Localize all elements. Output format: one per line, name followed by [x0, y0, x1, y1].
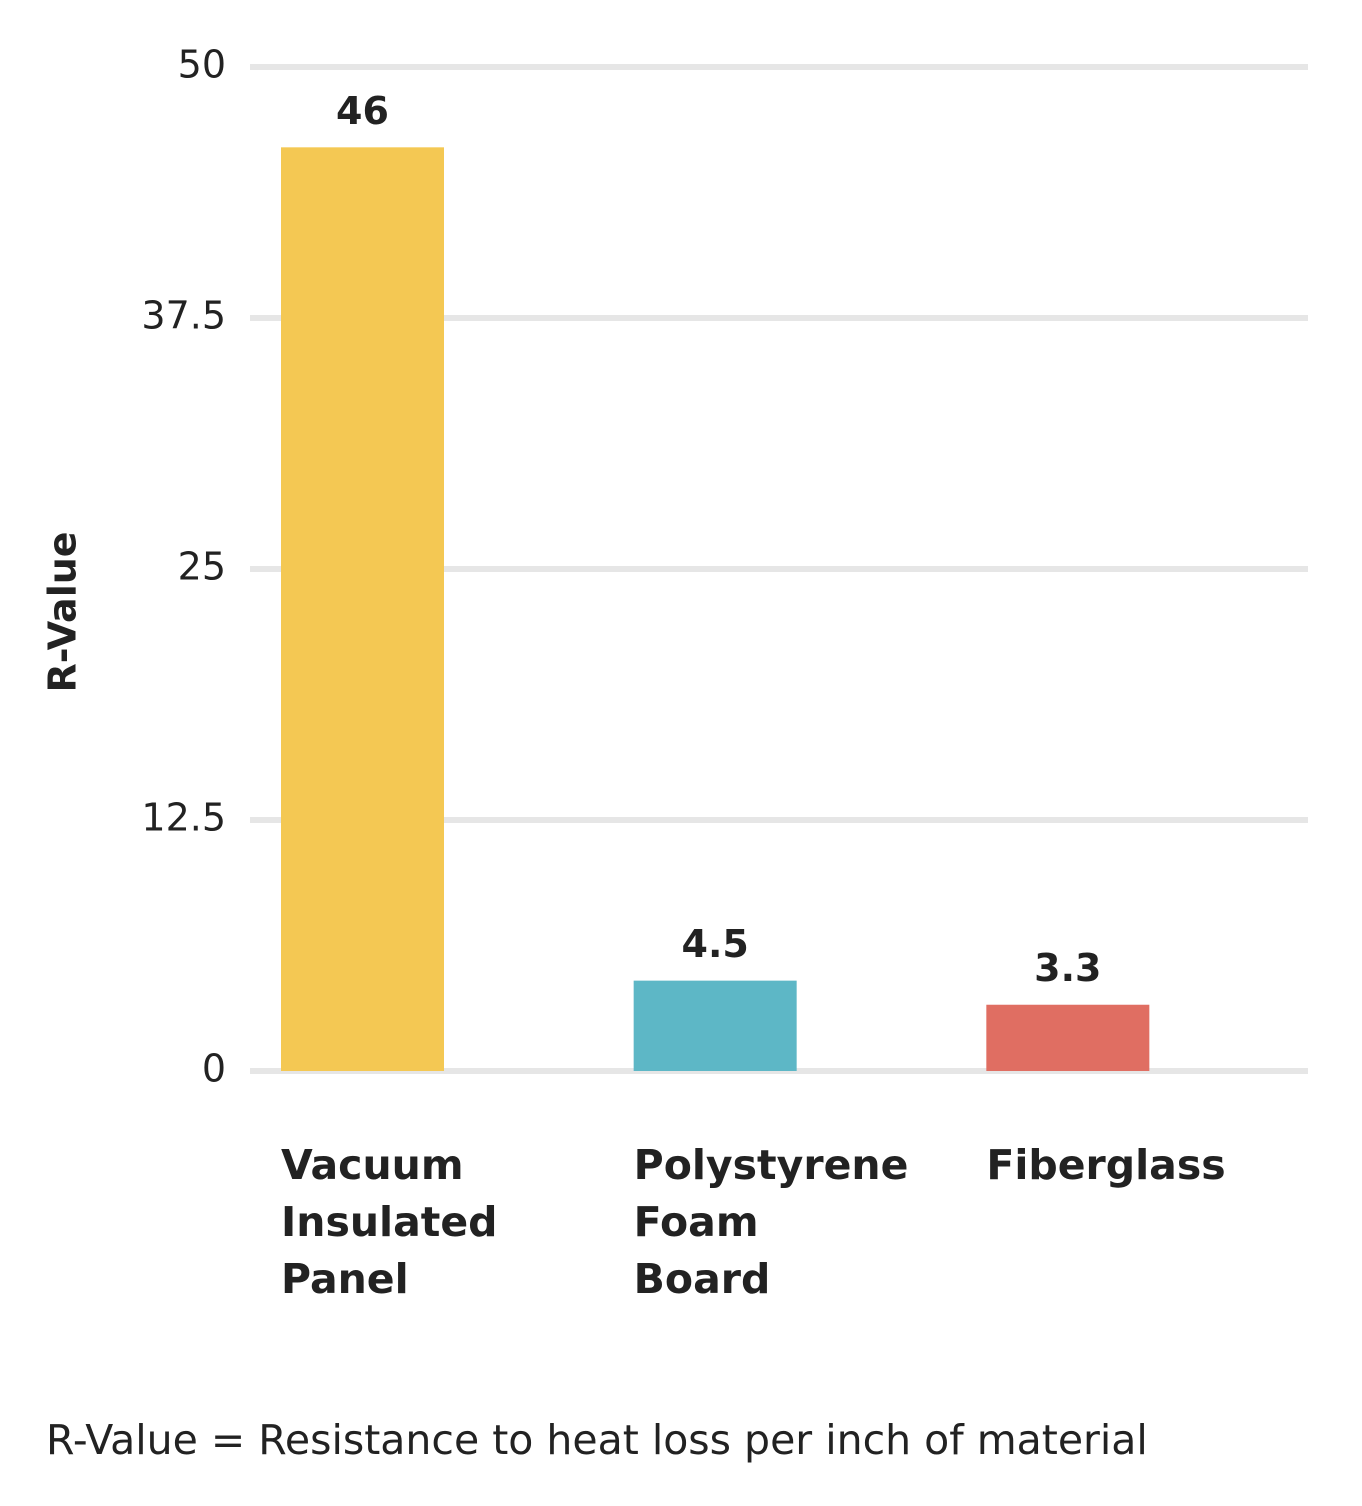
bar [633, 980, 797, 1071]
y-axis-label: R-Value [41, 531, 85, 692]
value-label: 46 [336, 89, 389, 133]
y-tick-label: 37.5 [141, 294, 226, 338]
bar [986, 1004, 1150, 1071]
y-tick-label: 12.5 [141, 796, 226, 840]
bar [281, 147, 444, 1071]
y-tick-label: 25 [178, 545, 226, 589]
footnote: R-Value = Resistance to heat loss per in… [46, 1416, 1148, 1464]
value-label: 3.3 [1034, 946, 1101, 990]
x-tick-label: Fiberglass [986, 1141, 1226, 1189]
y-tick-label: 50 [178, 43, 226, 87]
x-tick-label: Polystyrene Foam Board [633, 1141, 909, 1303]
value-label: 4.5 [682, 922, 749, 966]
y-tick-label: 0 [202, 1047, 226, 1091]
x-tick-label: Vacuum Insulated Panel [281, 1141, 498, 1303]
